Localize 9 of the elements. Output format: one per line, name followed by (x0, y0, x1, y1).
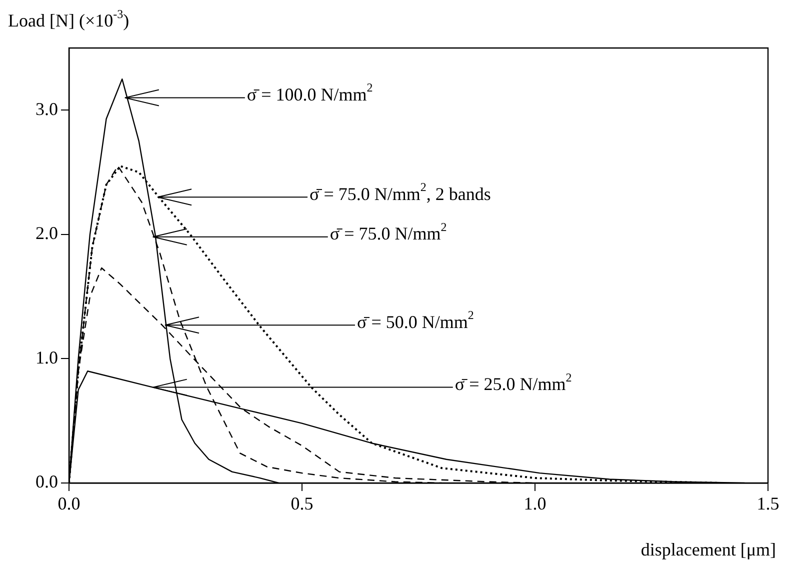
y-tick-label: 1.0 (36, 347, 58, 368)
x-tick-label: 1.5 (756, 494, 780, 514)
x-tick-label: 1.0 (524, 494, 546, 514)
y-tick-label: 3.0 (36, 98, 58, 119)
x-tick-label: 0.0 (58, 494, 80, 514)
x-axis-title: displacement [μm] (640, 540, 776, 560)
y-tick-label: 2.0 (36, 223, 58, 244)
x-tick-label: 0.5 (290, 494, 314, 514)
y-tick-label: 0.0 (36, 472, 58, 492)
